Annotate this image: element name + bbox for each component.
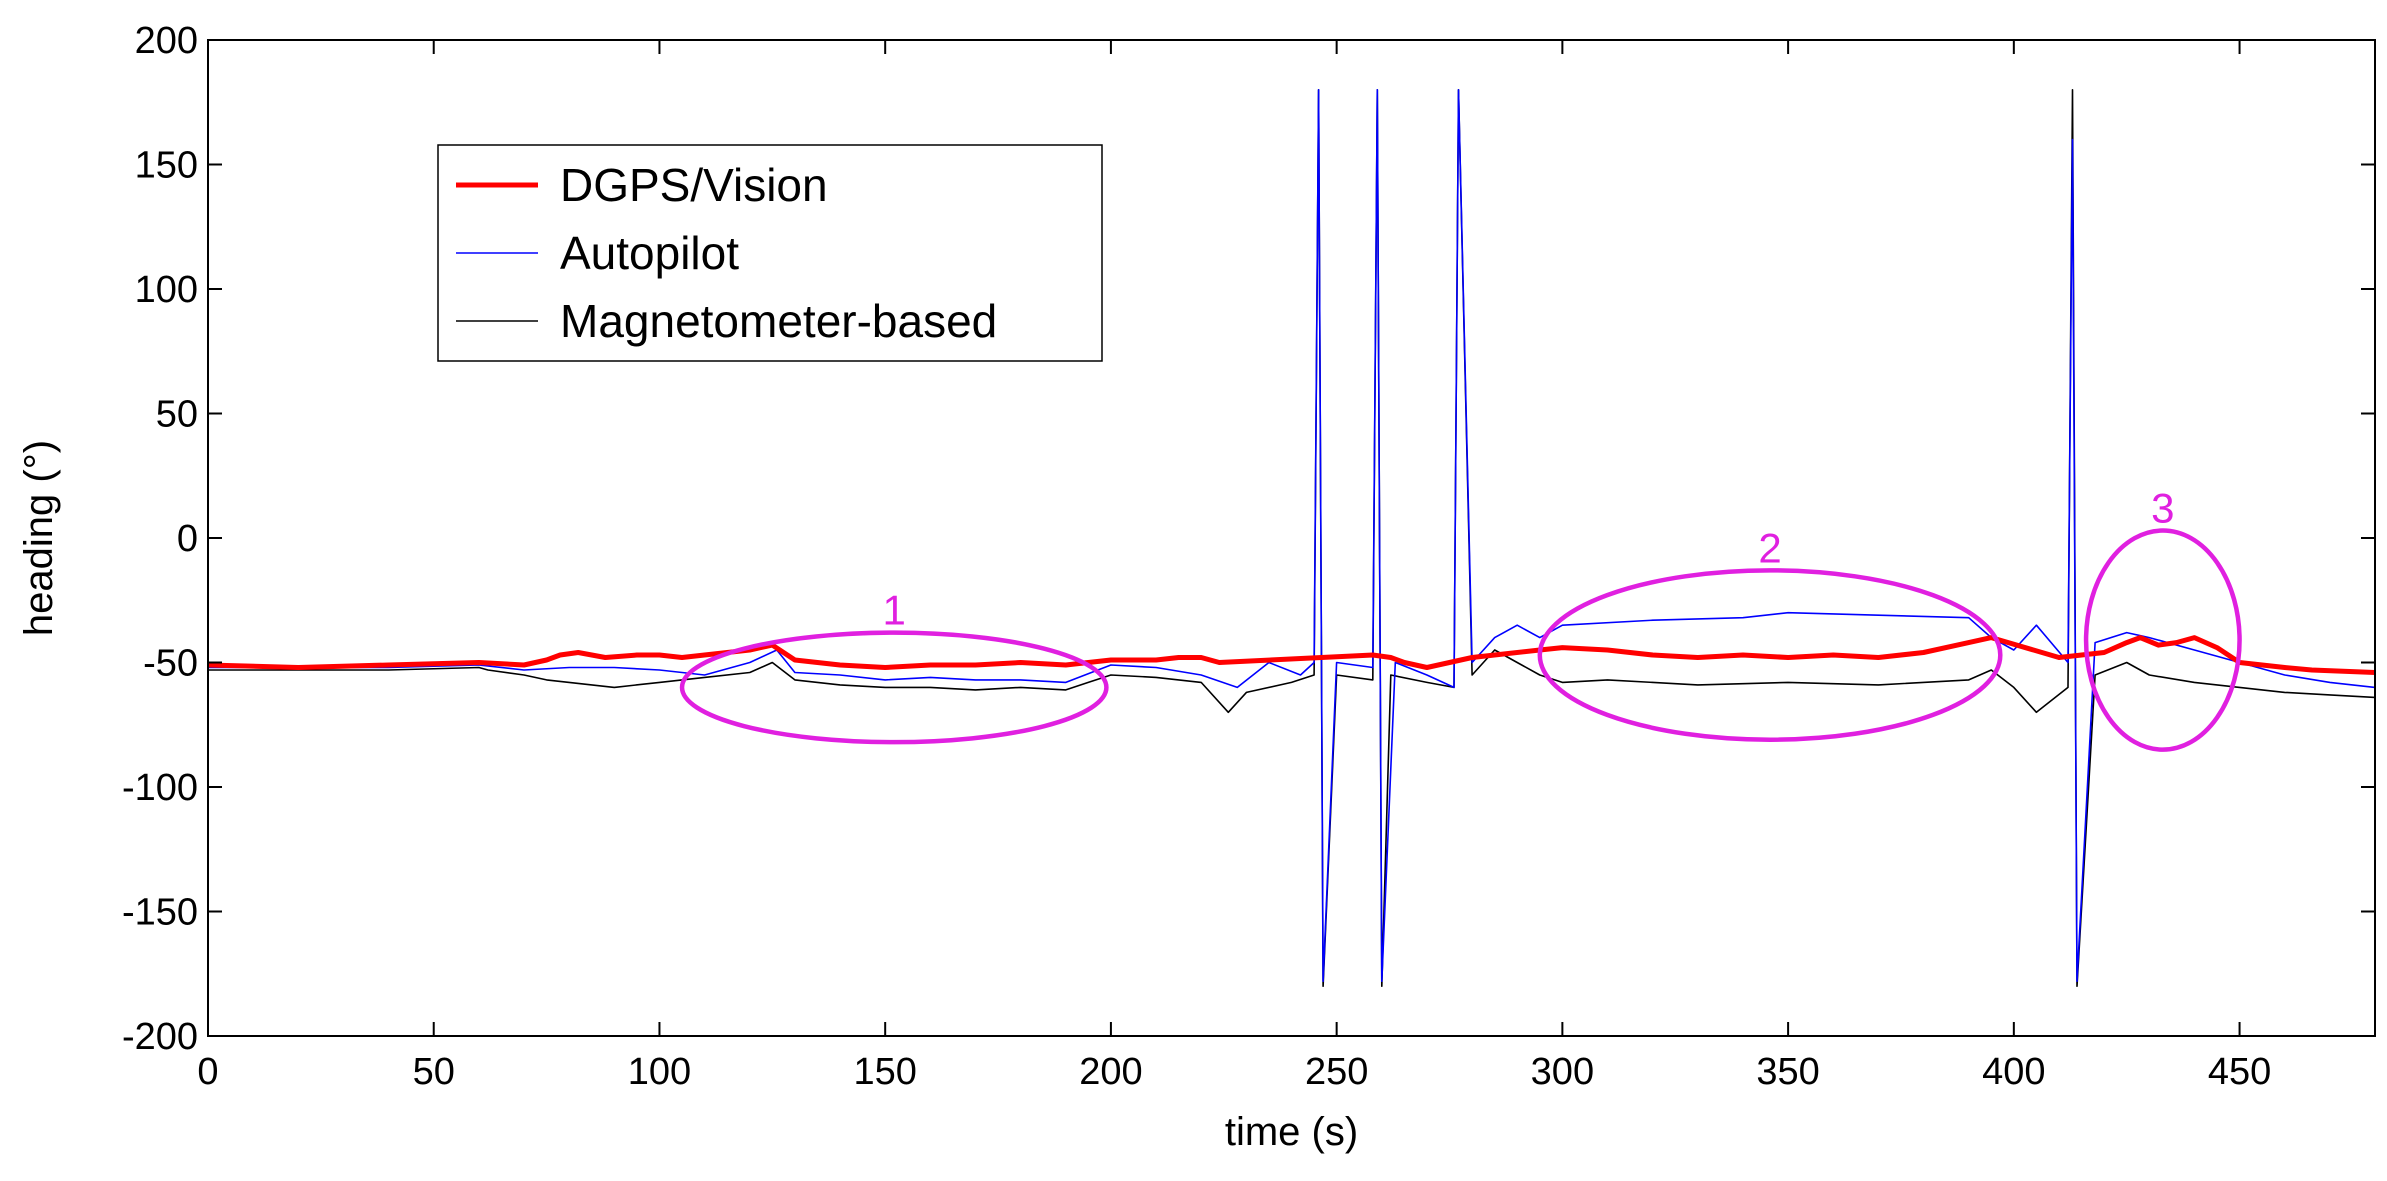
x-tick-label: 400 [1982, 1051, 2045, 1093]
y-tick-label: 200 [135, 20, 198, 62]
x-tick-label: 100 [628, 1051, 691, 1093]
series-layer [208, 89, 2375, 988]
series-line-magnetometer-based [208, 89, 2375, 988]
annotation-label-2: 2 [1758, 524, 1781, 571]
y-tick-label: -100 [122, 767, 198, 809]
y-tick-label: 150 [135, 145, 198, 187]
y-tick-label: -200 [122, 1016, 198, 1058]
legend-label-dgps-vision: DGPS/Vision [560, 159, 828, 211]
y-tick-label: 0 [177, 518, 198, 560]
y-axis-label: heading (°) [17, 440, 61, 636]
series-line-autopilot [208, 89, 2375, 983]
x-tick-label: 0 [197, 1051, 218, 1093]
tick-layer: 0 50 100 150 200 250 300 350 400 450-200-150-100-… [122, 20, 2375, 1093]
annotation-ellipse-1 [679, 630, 1109, 745]
x-tick-label: 300 [1531, 1051, 1594, 1093]
x-tick-label: 450 [2208, 1051, 2271, 1093]
annotation-ellipse-3 [2083, 528, 2242, 752]
x-tick-label: 150 [853, 1051, 916, 1093]
legend: DGPS/Vision Autopilot Magnetometer-based [437, 144, 1103, 362]
series-line-dgps-vision [208, 635, 2375, 675]
legend-box [437, 144, 1103, 362]
x-tick-label: 350 [1756, 1051, 1819, 1093]
legend-label-autopilot: Autopilot [560, 227, 739, 279]
y-tick-label: 100 [135, 269, 198, 311]
y-tick-label: 50 [156, 394, 198, 436]
x-tick-label: 250 [1305, 1051, 1368, 1093]
y-tick-label: -150 [122, 892, 198, 934]
x-tick-label: 200 [1079, 1051, 1142, 1093]
legend-label-magnetometer: Magnetometer-based [560, 295, 997, 347]
annotation-layer: 1 2 3 [679, 485, 2242, 752]
annotation-label-3: 3 [2151, 485, 2174, 532]
y-tick-label: -50 [143, 643, 198, 685]
annotation-label-1: 1 [883, 587, 906, 634]
annotation-ellipse-2 [1537, 568, 2003, 742]
x-tick-label: 50 [413, 1051, 455, 1093]
x-axis-label: time (s) [1225, 1110, 1358, 1154]
